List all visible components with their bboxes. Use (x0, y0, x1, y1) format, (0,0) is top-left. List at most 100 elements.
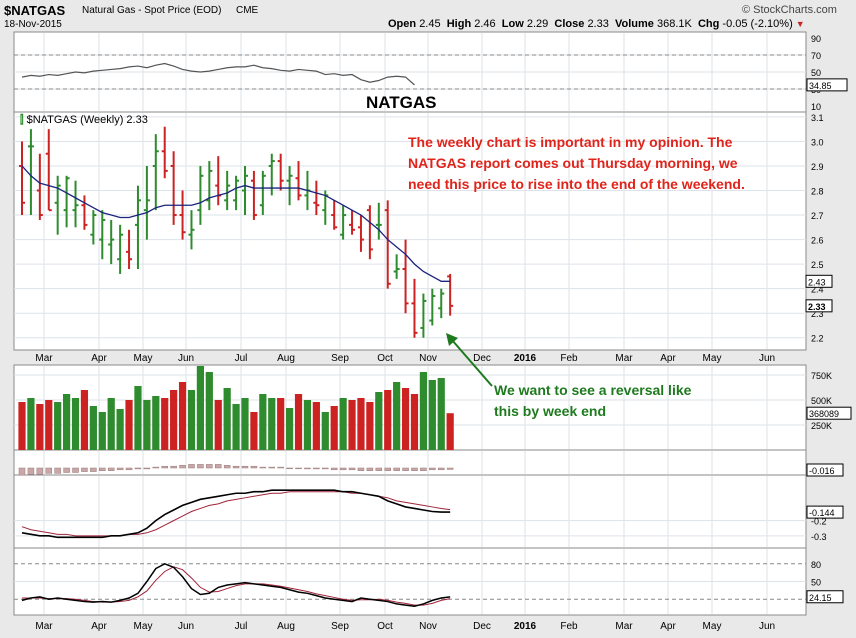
top-x-tick-label: May (703, 353, 722, 364)
volume-bar (152, 396, 160, 450)
price-y-tick-label: 2.5 (811, 260, 824, 270)
bottom-x-tick-label: Apr (660, 621, 676, 632)
ohlc-bar (295, 161, 302, 201)
ohlc-bar (117, 224, 124, 274)
histogram-bar (72, 467, 79, 473)
volume-bar (107, 398, 115, 450)
histogram-bar (393, 467, 400, 471)
volume-bar (232, 404, 240, 450)
macd-last-value-label: -0.144 (809, 508, 835, 518)
ohlc-bar (250, 170, 257, 220)
histogram-bar (223, 465, 231, 469)
low-value: 2.29 (526, 18, 549, 30)
price-y-tick-label: 2.6 (811, 236, 824, 246)
ohlc-bar (72, 180, 79, 228)
top-x-tick-label: Feb (560, 353, 578, 364)
volume-bar (446, 413, 454, 450)
ohlc-bar (45, 129, 52, 212)
histogram-bar (18, 467, 26, 476)
ohlc-bar (438, 288, 445, 319)
volume-y-tick-label: 750K (811, 371, 832, 381)
open-value: 2.45 (419, 18, 441, 30)
stoch-last-value-box (806, 590, 844, 604)
histogram-bar (357, 467, 365, 471)
histogram-bar (366, 467, 374, 471)
volume-label: Volume (614, 18, 654, 30)
ohlc-bar (188, 210, 195, 250)
top-x-tick-label: Apr (660, 353, 676, 364)
price-y-tick-label: 2.3 (811, 309, 824, 319)
ohlc-bar (366, 205, 373, 260)
histogram-bar (286, 467, 293, 470)
ohlc-bar (99, 210, 106, 260)
ohlc-bar (357, 215, 364, 252)
ohlc-bar (402, 239, 409, 314)
volume-bar (357, 398, 365, 450)
red-note-line: need this price to rise into the end of … (408, 176, 745, 192)
volume-bar (27, 398, 35, 450)
volume-bar (80, 390, 89, 450)
ohlc-bar (340, 205, 347, 240)
price-y-tick-label: 2.4 (811, 285, 824, 295)
arrow-shaft (451, 339, 493, 387)
ohlc-bar (36, 153, 43, 220)
volume-bar (428, 380, 436, 450)
volume-bar (312, 402, 320, 450)
rsi-line (21, 62, 415, 86)
ohlc-bar (90, 210, 97, 245)
ohlc-bar (63, 175, 70, 228)
stoch-last-value-label: 24.15 (809, 593, 832, 603)
ohlc-bar (384, 200, 391, 289)
price-y-tick-label: 2.8 (811, 187, 824, 197)
top-x-tick-label: Mar (35, 353, 53, 364)
stoch-y-tick-label: 50 (811, 578, 821, 588)
green-note: We want to see a reversal like this by we… (494, 380, 691, 422)
bottom-x-tick-label: 2016 (514, 621, 537, 632)
histogram-bar (304, 467, 311, 470)
histogram-bar (36, 467, 44, 475)
histogram-bar (81, 467, 88, 472)
histogram-bar (330, 467, 338, 471)
volume-bar (410, 394, 419, 450)
volume-bar (250, 412, 258, 450)
histogram-bar (437, 467, 445, 471)
bottom-x-tick-label: Jun (759, 621, 775, 632)
volume-bar (259, 394, 267, 450)
bottom-x-tick-label: Jul (235, 621, 248, 632)
open-label: Open (388, 18, 417, 30)
histogram-bar (134, 467, 142, 470)
price-legend: ⫿ $NATGAS (Weekly) 2.33 (20, 114, 148, 126)
high-label: High (446, 18, 472, 30)
volume-bar (321, 412, 329, 450)
top-x-tick-label: Nov (419, 353, 437, 364)
top-x-tick-label: Jun (178, 353, 194, 364)
bottom-x-tick-label: Jun (178, 621, 194, 632)
histogram-last-value-box (806, 463, 844, 477)
ohlc-legend-icon: ⫿ (20, 114, 24, 126)
histogram-bar (420, 467, 427, 471)
bottom-x-tick-label: Oct (377, 621, 393, 632)
volume-bar (241, 398, 249, 450)
price-last-value-label: 2.33 (808, 302, 826, 312)
histogram-bar (206, 464, 213, 469)
volume-bar (277, 398, 285, 450)
volume-bar (303, 400, 312, 450)
top-x-tick-label: Aug (277, 353, 295, 364)
histogram-bar (411, 467, 418, 471)
bottom-x-tick-label: Nov (419, 621, 437, 632)
exchange: CME (236, 5, 259, 16)
stoch-y-tick-label: 80 (811, 560, 821, 570)
low-label: Low (501, 18, 524, 30)
ohlc-bar (134, 185, 141, 270)
ohlc-bar (126, 229, 133, 270)
moving-average-line (21, 165, 451, 282)
top-x-tick-label: Mar (615, 353, 633, 364)
price-y-tick-label: 3.1 (811, 113, 824, 123)
top-x-tick-label: 2016 (514, 353, 537, 364)
histogram-last-value-label: -0.016 (809, 466, 835, 476)
reversal-arrow-icon (446, 333, 493, 387)
ohlc-bar (19, 141, 25, 216)
histogram-bar (63, 467, 70, 473)
histogram-bar (348, 467, 356, 471)
ohlc-bar (27, 129, 34, 216)
